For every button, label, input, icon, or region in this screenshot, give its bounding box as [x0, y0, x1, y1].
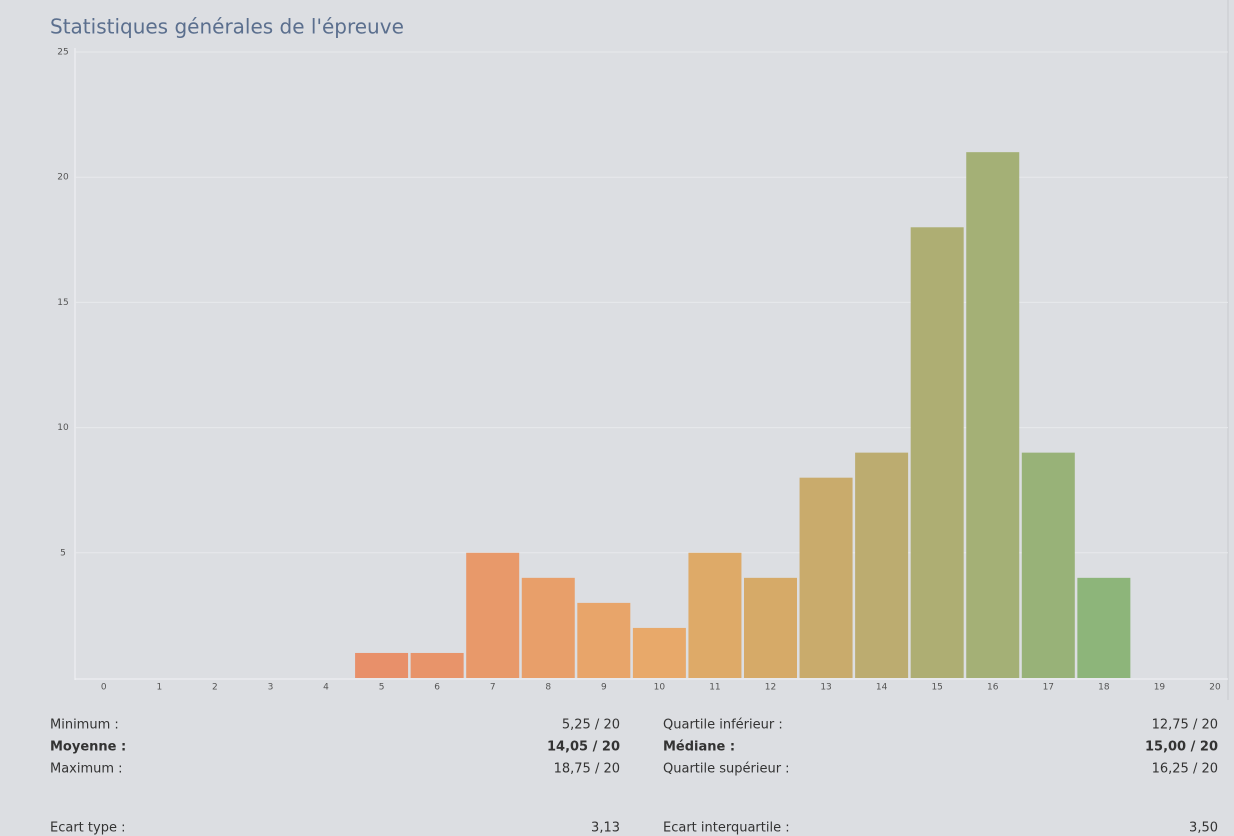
x-tick-label: 6 [434, 683, 440, 693]
x-tick-label: 18 [1098, 683, 1110, 693]
x-tick-label: 5 [379, 683, 385, 693]
x-tick-label: 14 [876, 683, 888, 693]
x-tick-label: 12 [765, 683, 776, 693]
x-tick-label: 9 [601, 683, 607, 693]
y-tick-label: 20 [57, 173, 69, 183]
chart-title: Statistiques générales de l'épreuve [50, 15, 404, 39]
x-tick-label: 17 [1043, 683, 1054, 693]
stat-value: 3,50 [1189, 821, 1218, 836]
stat-value: 14,05 / 20 [547, 740, 620, 755]
x-tick-label: 0 [101, 683, 107, 693]
bar [688, 552, 742, 678]
x-tick-label: 11 [709, 683, 720, 693]
x-tick-label: 19 [1154, 683, 1166, 693]
stat-label: Ecart type : [50, 821, 125, 836]
stat-value: 3,13 [591, 821, 620, 836]
bar [410, 652, 464, 678]
stat-value: 18,75 / 20 [554, 762, 620, 777]
bar [1021, 452, 1075, 678]
bar [966, 152, 1020, 678]
y-tick-label: 25 [57, 48, 68, 58]
y-tick-label: 10 [57, 423, 69, 433]
stat-label: Quartile supérieur : [663, 762, 790, 777]
x-tick-label: 2 [212, 683, 218, 693]
x-tick-label: 10 [654, 683, 666, 693]
stat-label: Ecart interquartile : [663, 821, 790, 836]
bar [1077, 577, 1131, 678]
stat-value: 15,00 / 20 [1145, 740, 1218, 755]
bar [744, 577, 797, 678]
bar [355, 652, 409, 678]
bar [632, 627, 686, 678]
bar [799, 477, 853, 678]
bar [521, 577, 575, 678]
stat-value: 5,25 / 20 [562, 718, 620, 733]
x-tick-label: 3 [268, 683, 274, 693]
stat-value: 12,75 / 20 [1152, 718, 1218, 733]
x-tick-label: 16 [987, 683, 999, 693]
stat-label: Médiane : [663, 740, 735, 755]
bar [855, 452, 909, 678]
x-tick-label: 7 [490, 683, 496, 693]
bar [910, 227, 964, 678]
x-tick-label: 13 [820, 683, 831, 693]
bar [577, 602, 631, 678]
stat-label: Moyenne : [50, 740, 126, 755]
x-tick-label: 20 [1209, 683, 1221, 693]
stat-label: Quartile inférieur : [663, 718, 783, 733]
stat-label: Maximum : [50, 762, 123, 777]
y-tick-label: 15 [57, 298, 68, 308]
x-tick-label: 1 [156, 683, 162, 693]
y-tick-label: 5 [60, 548, 66, 558]
x-tick-label: 15 [931, 683, 942, 693]
bar [466, 552, 520, 678]
x-tick-label: 8 [545, 683, 551, 693]
x-tick-label: 4 [323, 683, 329, 693]
stat-value: 16,25 / 20 [1152, 762, 1218, 777]
stat-label: Minimum : [50, 718, 119, 733]
